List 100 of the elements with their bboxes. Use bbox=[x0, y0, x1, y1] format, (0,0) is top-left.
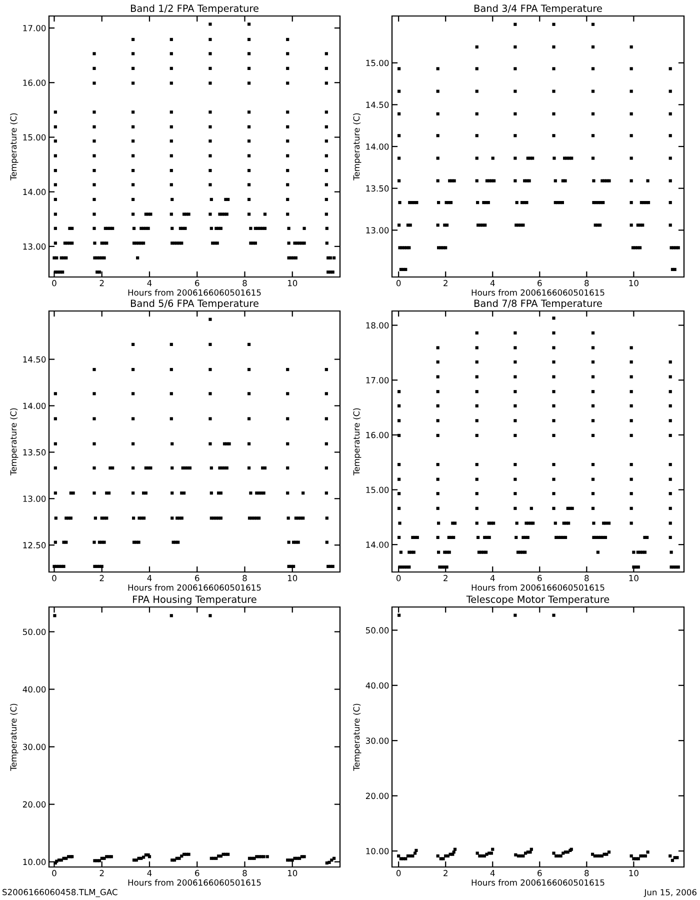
point bbox=[436, 134, 440, 138]
point bbox=[222, 212, 226, 216]
point bbox=[475, 179, 478, 182]
point bbox=[398, 390, 401, 394]
point bbox=[132, 168, 135, 172]
point bbox=[324, 392, 328, 396]
point bbox=[674, 246, 678, 250]
x-tick-label: 6 bbox=[195, 280, 200, 286]
point bbox=[325, 516, 328, 520]
point bbox=[105, 242, 108, 245]
chart-title: Band 7/8 FPA Temperature bbox=[474, 299, 602, 309]
point bbox=[72, 491, 75, 495]
point bbox=[247, 22, 251, 26]
point bbox=[552, 22, 556, 26]
chart-title: Band 5/6 FPA Temperature bbox=[130, 299, 258, 309]
point bbox=[514, 492, 517, 496]
point bbox=[641, 224, 644, 227]
point bbox=[591, 462, 595, 466]
point bbox=[436, 419, 440, 422]
point bbox=[676, 246, 680, 250]
point bbox=[92, 540, 96, 544]
point bbox=[598, 224, 602, 227]
point bbox=[398, 90, 401, 93]
point bbox=[408, 566, 411, 569]
point bbox=[132, 226, 136, 230]
point bbox=[415, 200, 418, 204]
x-tick-label: 0 bbox=[52, 574, 56, 582]
point bbox=[92, 466, 96, 470]
point bbox=[398, 67, 401, 70]
point bbox=[449, 200, 453, 204]
y-tick-label: 50.00 bbox=[23, 628, 46, 636]
y-tick-label: 20.00 bbox=[366, 792, 389, 800]
x-tick-label: 6 bbox=[538, 574, 542, 582]
point bbox=[436, 492, 440, 496]
point bbox=[646, 179, 650, 182]
point bbox=[404, 268, 408, 272]
point bbox=[475, 45, 478, 49]
point bbox=[149, 466, 152, 470]
point bbox=[668, 134, 672, 138]
point bbox=[591, 22, 595, 26]
point bbox=[591, 375, 595, 378]
y-tick-label: 40.00 bbox=[22, 686, 46, 693]
y-tick-label: 30.00 bbox=[23, 744, 46, 750]
point bbox=[142, 242, 146, 245]
point bbox=[552, 90, 556, 93]
point bbox=[132, 212, 135, 216]
x-tick-label: 0 bbox=[396, 870, 401, 876]
point bbox=[630, 419, 633, 422]
point bbox=[170, 139, 173, 143]
point bbox=[591, 419, 595, 422]
point bbox=[398, 179, 401, 182]
point bbox=[92, 183, 96, 186]
point bbox=[646, 200, 650, 204]
point bbox=[137, 540, 140, 544]
point bbox=[670, 550, 673, 554]
point bbox=[630, 404, 633, 408]
point bbox=[286, 417, 290, 420]
x-axis-title: Hours from 2006166060501615 bbox=[472, 584, 604, 591]
point bbox=[436, 478, 440, 481]
point bbox=[136, 256, 140, 260]
point bbox=[286, 368, 290, 372]
point bbox=[92, 392, 96, 396]
point bbox=[602, 200, 605, 204]
y-tick-label: 40.00 bbox=[366, 682, 389, 689]
x-tick-label: 2 bbox=[444, 870, 448, 876]
point bbox=[286, 139, 290, 143]
point bbox=[552, 134, 556, 138]
y-tick-label: 10.00 bbox=[23, 858, 46, 866]
point bbox=[247, 168, 251, 172]
point bbox=[636, 246, 640, 250]
chart-title: Band 3/4 FPA Temperature bbox=[474, 4, 602, 14]
point bbox=[247, 198, 251, 202]
point bbox=[515, 522, 518, 525]
point bbox=[132, 491, 135, 495]
point bbox=[287, 242, 290, 245]
y-tick-label: 14.50 bbox=[366, 102, 389, 108]
point bbox=[602, 522, 606, 525]
point bbox=[174, 540, 178, 544]
point bbox=[668, 390, 672, 394]
point bbox=[170, 168, 173, 172]
x-tick-label: 2 bbox=[100, 574, 104, 582]
point bbox=[208, 417, 212, 420]
point bbox=[526, 536, 530, 540]
chart-title: Band 1/2 FPA Temperature bbox=[130, 4, 258, 14]
y-tick-label: 14.00 bbox=[366, 542, 389, 548]
point bbox=[492, 522, 496, 525]
point bbox=[436, 462, 440, 466]
point bbox=[630, 346, 633, 350]
point bbox=[132, 52, 135, 56]
point bbox=[92, 491, 96, 495]
point bbox=[220, 212, 224, 216]
point bbox=[591, 331, 595, 334]
point bbox=[600, 179, 604, 182]
point bbox=[475, 462, 478, 466]
point bbox=[105, 516, 108, 520]
point bbox=[210, 226, 213, 230]
point bbox=[515, 200, 518, 204]
x-tick-label: 2 bbox=[100, 280, 104, 286]
point bbox=[92, 82, 96, 85]
point bbox=[630, 478, 633, 481]
